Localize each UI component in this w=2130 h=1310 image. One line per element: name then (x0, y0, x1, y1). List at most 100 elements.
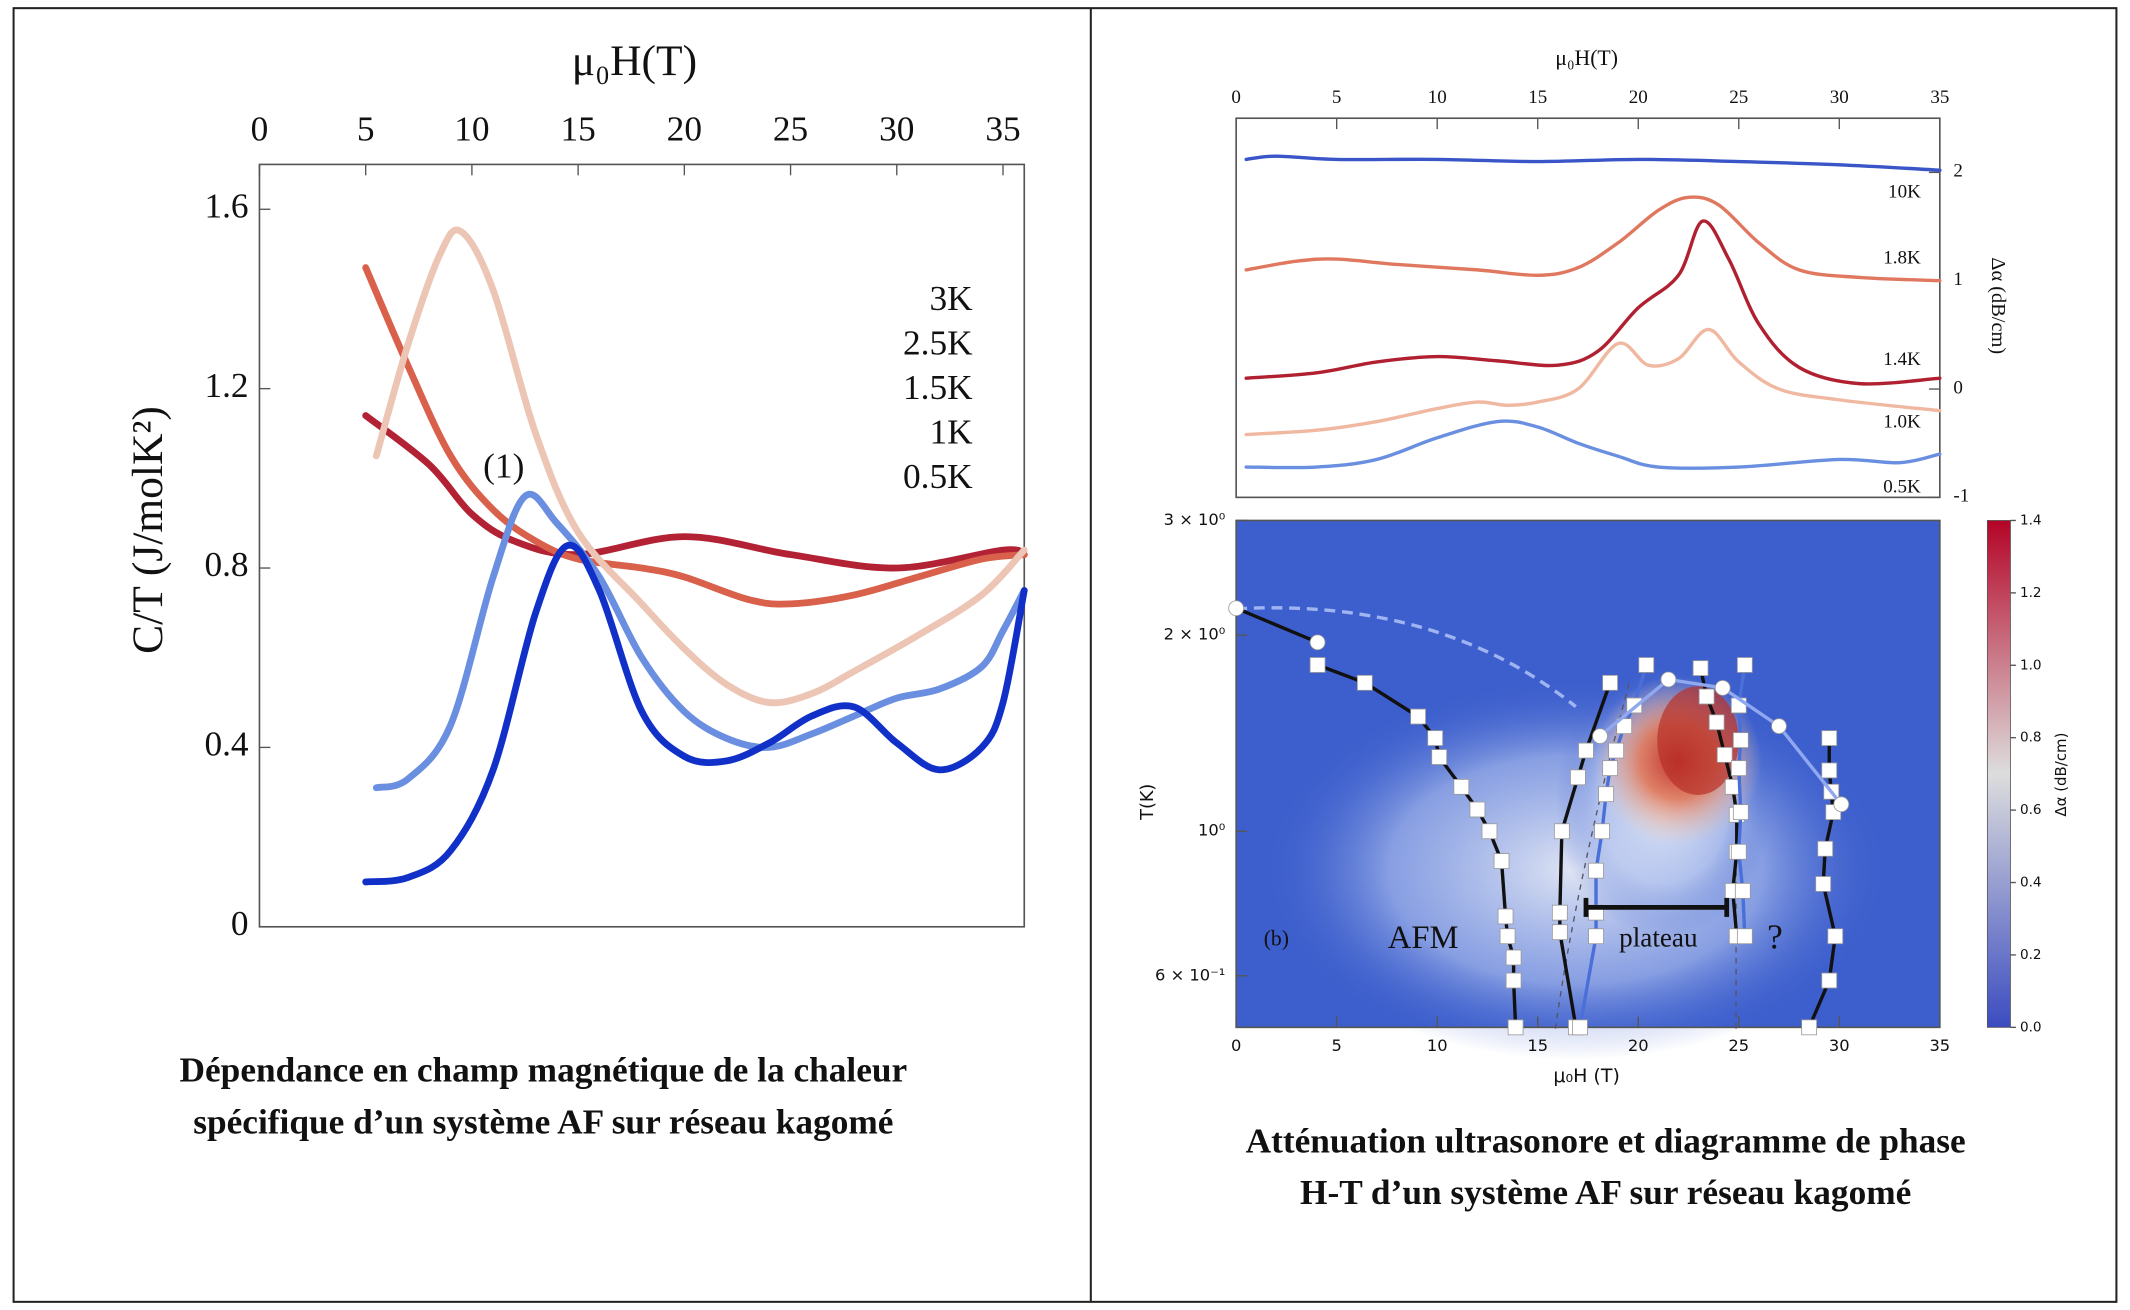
square-marker (1616, 718, 1633, 735)
square-marker (1507, 1019, 1524, 1036)
data-line (362, 541, 1028, 886)
data-line (362, 264, 1028, 608)
caption-line: H-T d’un système AF sur réseau kagomé (1300, 1173, 1911, 1212)
y-tick-label: 3 × 10⁰ (1164, 510, 1226, 529)
square-marker (1588, 928, 1604, 945)
x-tick-label: 10 (1428, 87, 1447, 108)
x-tick-label: 0 (251, 110, 269, 149)
square-marker (1481, 823, 1498, 840)
legend-label: 2.5K (903, 323, 973, 362)
colorbar-tick-label: 1.2 (2020, 585, 2042, 601)
square-marker (1815, 876, 1832, 892)
x-tick-label: 25 (1728, 1036, 1749, 1055)
y-tick-label: 2 × 10⁰ (1164, 625, 1226, 644)
plot-frame (1235, 117, 1941, 499)
legend-label: 1.5K (903, 368, 973, 407)
square-marker (1469, 801, 1486, 818)
chart: 0 5 10 15 20 25 30 35 0 0.4 0.8 1.2 1.6 μ₀H(T) C/T (J/… (124, 37, 1028, 943)
square-marker (1505, 949, 1522, 966)
square-marker (1588, 862, 1604, 879)
colorbar-tick-label: 1.4 (2020, 512, 2042, 528)
square-marker (1827, 928, 1844, 945)
y-tick-label: 0.8 (204, 545, 248, 584)
square-marker (1638, 657, 1655, 673)
square-marker (1499, 928, 1516, 945)
x-tick-label: 20 (667, 110, 702, 149)
x-tick-label: 15 (1527, 1036, 1548, 1055)
square-marker (1736, 657, 1753, 673)
square-marker (1692, 660, 1709, 677)
annotation: ? (1767, 917, 1783, 956)
x-tick-label: 15 (560, 110, 595, 149)
annotation: AFM (1388, 920, 1459, 956)
square-marker (1453, 778, 1470, 795)
x-tick-label: 5 (357, 110, 375, 149)
square-marker (1594, 823, 1610, 840)
circle-marker (1592, 728, 1608, 744)
x-tick-label: 0 (1231, 87, 1241, 108)
x-tick-label: 30 (879, 110, 914, 149)
y-tick-label: 1.6 (204, 186, 248, 225)
square-marker (1821, 972, 1838, 989)
y-tick-label: 1.2 (204, 366, 248, 405)
colorbar-tick-label: 0.6 (2020, 802, 2042, 818)
square-marker (1708, 714, 1725, 731)
colorbar-tick-label: 0.8 (2020, 730, 2042, 746)
data-line (1244, 419, 1942, 470)
square-marker (1493, 853, 1510, 869)
x-tick-label: 25 (773, 110, 808, 149)
square-marker (1570, 769, 1586, 786)
square-marker (1732, 732, 1749, 749)
square-marker (1410, 708, 1426, 725)
square-marker (1608, 742, 1625, 759)
colorbar-tick-label: 0.2 (2020, 947, 2042, 963)
x-tick-label: 35 (985, 110, 1020, 149)
colorbar-label: Δα (dB/cm) (2052, 733, 2070, 817)
square-marker (1732, 804, 1749, 820)
square-marker (1505, 972, 1522, 989)
y-tick-label: 0.4 (204, 725, 248, 764)
annotation: (b) (1264, 926, 1289, 950)
y-axis-label: Δα (dB/cm) (1987, 257, 2009, 354)
square-marker (1801, 1019, 1818, 1036)
square-marker (1578, 742, 1594, 759)
y-tick-label: -1 (1953, 486, 1969, 507)
data-line (1244, 154, 1942, 172)
x-tick-label: 20 (1629, 87, 1648, 108)
circle-marker (1714, 680, 1731, 696)
square-marker (1602, 674, 1618, 691)
data-line (372, 226, 1028, 707)
circle-marker (1660, 671, 1677, 688)
colorbar (1986, 520, 2011, 1028)
square-marker (1497, 908, 1514, 925)
x-tick-label: 25 (1729, 87, 1748, 108)
y-axis-label: C/T (J/molK²) (124, 406, 172, 654)
square-marker (1356, 674, 1373, 691)
chart: 0 5 10 15 20 25 30 35 3 × 10⁰ 2 × 10⁰ 10⁰ 6 × 10⁻¹ μ… (1138, 510, 2070, 1087)
colorbar-tick-label: 0.4 (2020, 875, 2042, 891)
circle-marker (1228, 600, 1245, 617)
square-marker (1309, 657, 1326, 673)
square-marker (1736, 928, 1753, 945)
square-marker (1817, 840, 1834, 857)
square-marker (1572, 1019, 1588, 1036)
x-tick-label: 15 (1528, 87, 1547, 108)
square-marker (1716, 746, 1733, 763)
y-tick-label: 2 (1953, 161, 1963, 182)
square-marker (1734, 882, 1751, 899)
x-tick-label: 30 (1829, 1036, 1850, 1055)
colorbar-tick-label: 1.0 (2020, 657, 2042, 673)
x-tick-label: 5 (1331, 1036, 1341, 1055)
square-marker (1698, 688, 1715, 705)
plot-frame (1235, 519, 1941, 1029)
series-label: 1.4K (1883, 349, 1921, 370)
x-axis-label: μ₀H(T) (572, 37, 697, 85)
legend-label: 3K (929, 279, 973, 318)
square-marker (1730, 843, 1747, 860)
x-tick-label: 10 (454, 110, 489, 149)
caption-line: Atténuation ultrasonore et diagramme de … (1246, 1121, 1966, 1160)
legend-label: 1K (929, 413, 973, 452)
chart: 0 5 10 15 20 25 30 35 -1 0 1 2 μ₀H(T) Δα (dB/cm) 10K 1.… (1231, 46, 2009, 507)
square-marker (1431, 749, 1448, 765)
